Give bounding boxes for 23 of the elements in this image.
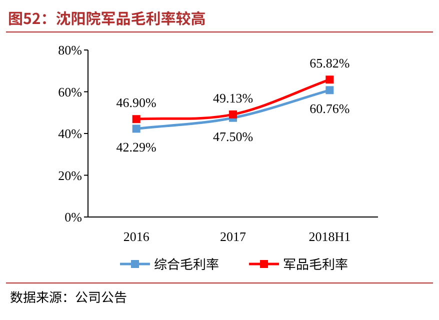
y-tick-label: 80% — [58, 42, 82, 58]
data-label: 60.76% — [310, 101, 350, 116]
y-tick-label: 40% — [58, 126, 82, 141]
legend-label: 军品毛利率 — [283, 254, 348, 273]
data-label: 47.50% — [212, 128, 254, 144]
x-tick-label: 2018H1 — [308, 229, 351, 244]
data-label: 46.90% — [116, 95, 157, 110]
source-note: 数据来源：公司公告 — [10, 287, 128, 306]
y-tick-label: 60% — [58, 84, 82, 100]
data-label: 49.13% — [212, 90, 254, 106]
point — [326, 76, 334, 84]
data-label: 65.82% — [310, 56, 350, 71]
title: 图52：沈阳院军品毛利率较高 — [8, 8, 206, 29]
legend-label: 综合毛利率 — [154, 254, 220, 273]
y-tick-label: 0% — [64, 210, 82, 224]
y-tick-label: 20% — [58, 168, 82, 183]
point — [132, 115, 140, 124]
point — [326, 86, 334, 94]
x-tick-label: 2016 — [123, 229, 150, 244]
data-label: 42.29% — [116, 140, 157, 155]
point — [229, 110, 237, 118]
x-tick-label: 2017 — [220, 229, 246, 244]
point — [132, 124, 140, 133]
